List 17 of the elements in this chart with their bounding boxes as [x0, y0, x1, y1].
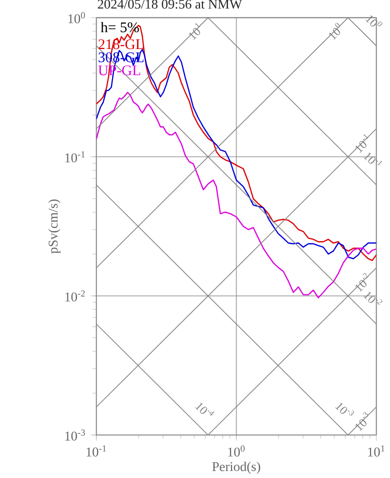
y-tick-label: 10$^{-2}$: [65, 290, 85, 302]
text: 10$^{-4}$: [195, 402, 214, 416]
x-tick-label: 10$^{1}$: [368, 445, 384, 457]
y-tick-label: 10$^{-1}$: [65, 151, 85, 162]
text: 10$^{-1}$: [355, 134, 368, 153]
y-axis-title: pSv(cm/s): [48, 200, 60, 254]
x-axis-title: Period(s): [212, 462, 260, 474]
chart-title: 2024/05/18 09:56 at NMW: [98, 0, 242, 9]
x-tick-label: 10$^{0}$: [228, 445, 244, 457]
text: 10$^{-2}$: [355, 273, 368, 292]
x-tick-label: 10$^{-1}$: [86, 445, 106, 457]
text: 10$^{-1}$: [363, 152, 382, 166]
text: 10$^{-3}$: [355, 412, 368, 432]
y-tick-label: 10$^{0}$: [68, 12, 85, 24]
text: 10$^{-2}$: [363, 292, 382, 306]
y-tick-label: 10$^{-3}$: [65, 429, 85, 441]
text: 10$^{-3}$: [335, 402, 354, 416]
